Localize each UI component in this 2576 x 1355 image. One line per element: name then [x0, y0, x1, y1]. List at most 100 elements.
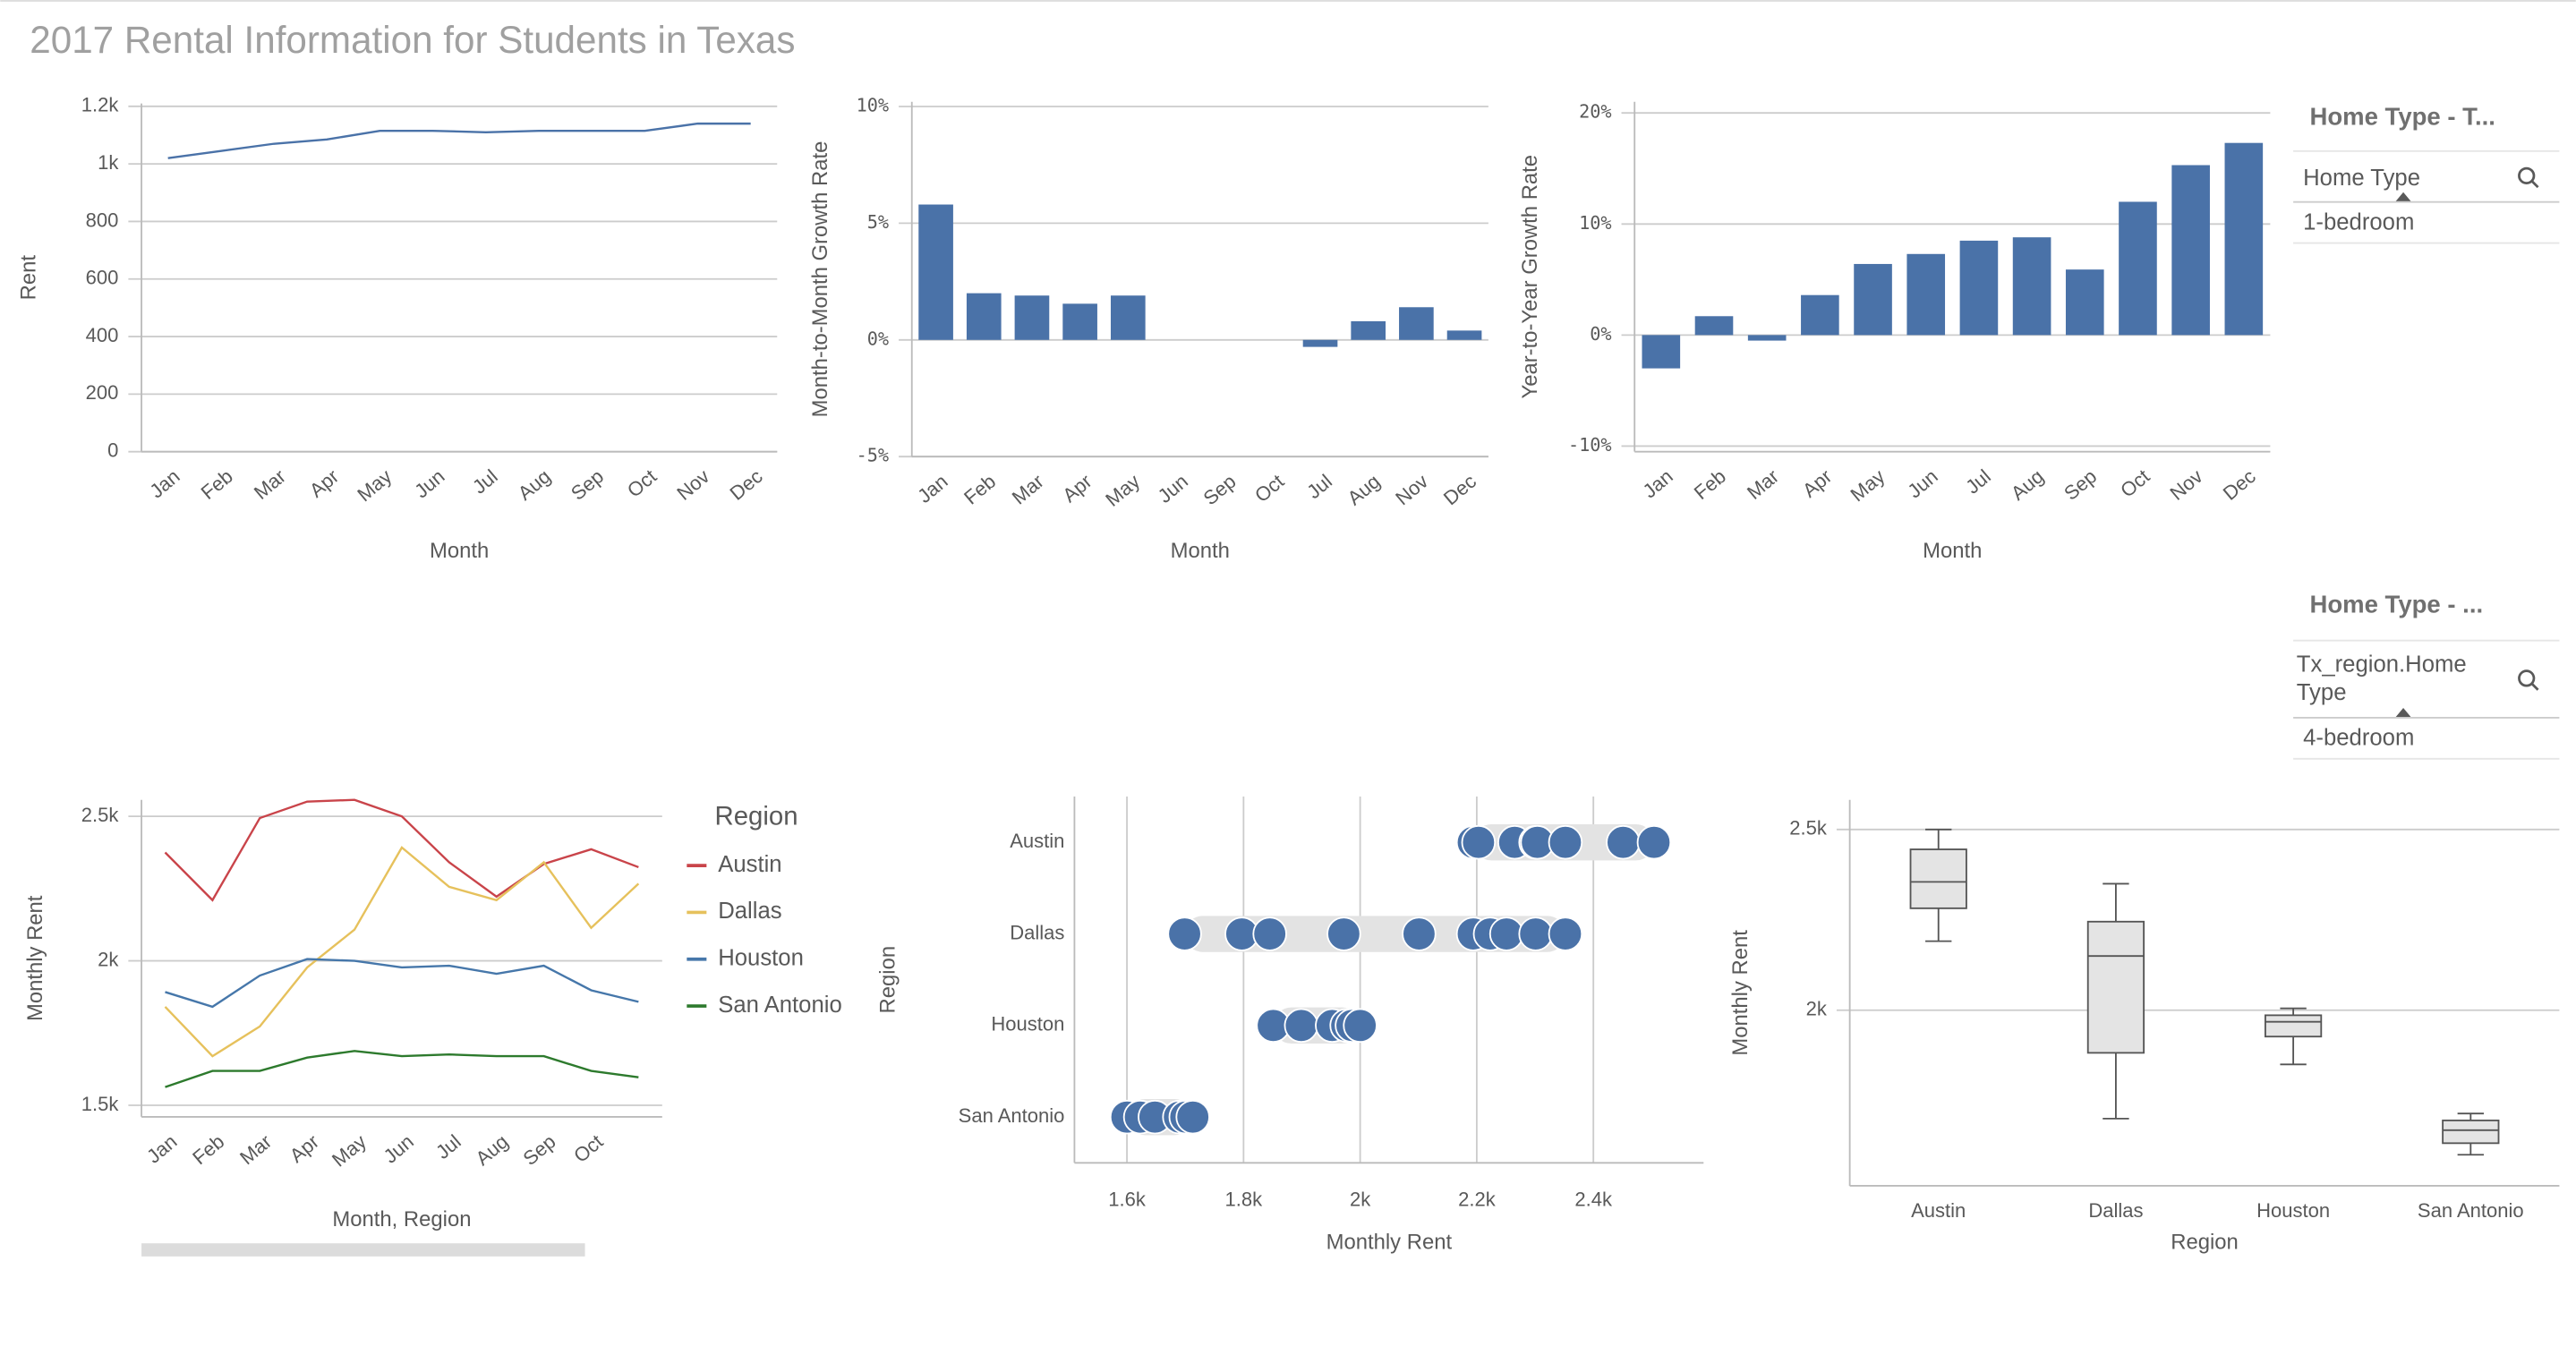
x-tick-label: Feb	[1690, 464, 1730, 504]
y-tick-label: -10%	[1568, 434, 1612, 456]
point	[1518, 916, 1553, 951]
point	[1606, 824, 1641, 860]
search-icon[interactable]	[2518, 166, 2536, 184]
x-tick-label: Jun	[380, 1130, 418, 1168]
x-tick-label: Mar	[250, 464, 290, 504]
y-tick-label: Austin	[1010, 830, 1064, 852]
x-tick-label: Aug	[2007, 464, 2048, 504]
y-axis-title: Monthly Rent	[23, 895, 47, 1021]
x-tick-label: Mar	[1008, 470, 1048, 509]
filter-field[interactable]: Tx_region.Home Type	[2296, 650, 2467, 705]
x-tick-label: Houston	[2256, 1199, 2330, 1222]
x-axis-title: Month	[1923, 539, 1982, 563]
sort-arrow	[2394, 707, 2412, 718]
y-tick-label: 2k	[98, 948, 119, 970]
point	[1167, 916, 1202, 951]
point	[1284, 1008, 1319, 1044]
x-tick-label: Oct	[2116, 464, 2154, 501]
sort-arrow	[2394, 192, 2412, 202]
y-axis-title: Month-to-Month Growth Rate	[808, 141, 832, 418]
x-tick-label: Dallas	[2088, 1199, 2143, 1222]
x-tick-label: Nov	[672, 464, 713, 504]
y-tick-label: 0	[107, 439, 118, 461]
scrollbar[interactable]	[141, 1243, 585, 1257]
y-tick-label: 600	[86, 267, 119, 289]
y-tick-label: 800	[86, 209, 119, 231]
point	[1175, 1099, 1210, 1135]
line	[164, 798, 639, 902]
line	[164, 846, 640, 1058]
x-tick-label: Feb	[197, 464, 237, 504]
filter-value[interactable]: 4-bedroom	[2303, 726, 2414, 751]
y-axis-title: Year-to-Year Growth Rate	[1518, 155, 1542, 399]
bar	[1801, 294, 1839, 336]
bar	[1642, 335, 1681, 369]
x-axis-title: Monthly Rent	[1326, 1231, 1453, 1255]
bar	[1747, 335, 1787, 341]
search-icon[interactable]	[2518, 669, 2536, 687]
x-tick-label: Austin	[1911, 1199, 1966, 1222]
line	[165, 958, 639, 1009]
x-tick-label: Apr	[286, 1130, 323, 1167]
filter-pane[interactable]: Home Type - T... Home Type 1-bedroom	[2293, 102, 2560, 244]
y-tick-label: 2.5k	[81, 804, 120, 826]
filter-value[interactable]: 1-bedroom	[2303, 209, 2414, 234]
bar	[1302, 339, 1338, 347]
y-tick-label: San Antonio	[959, 1104, 1065, 1127]
filter-field-wrap: Tx_region.Home Type	[2296, 650, 2467, 705]
x-tick-label: Oct	[569, 1130, 607, 1167]
x-tick-label: Sep	[518, 1130, 559, 1170]
bar	[2171, 165, 2210, 336]
bar	[1110, 295, 1146, 340]
search-icon-handle	[2530, 682, 2539, 691]
bar	[2012, 237, 2051, 336]
chart: Monthly Rent Region 1.6k 1.8k 2k 2.2k 2.4k Aust…	[875, 797, 1704, 1255]
x-tick-label: Jan	[1639, 464, 1677, 502]
line	[167, 122, 751, 159]
legend-label: San Antonio	[718, 993, 842, 1018]
y-tick-label: 1.2k	[81, 94, 120, 116]
y-axis-title: Region	[875, 946, 900, 1014]
y-axis-title: Rent	[17, 255, 41, 301]
point	[1548, 916, 1583, 951]
search-icon-handle	[2530, 179, 2539, 189]
legend-label: Dallas	[718, 899, 781, 924]
x-tick-label: Jun	[1154, 470, 1192, 507]
y-tick-label: 400	[86, 324, 119, 346]
y-tick-label: 10%	[857, 94, 889, 115]
filter-field[interactable]: Home Type	[2303, 166, 2420, 191]
x-tick-label: Apr	[1798, 464, 1836, 501]
bar	[1959, 240, 1999, 336]
y-tick-label: 20%	[1579, 101, 1611, 123]
bar	[966, 293, 1002, 340]
chart: Month Month-to-Month Growth Rate -5% 0% 5% 10…	[808, 94, 1488, 563]
x-tick-label: Aug	[514, 464, 555, 504]
dashboard-title: 2017 Rental Information for Students in …	[30, 19, 795, 61]
x-tick-label: Jan	[913, 470, 951, 507]
box	[2442, 1119, 2500, 1145]
x-tick-label: 2.4k	[1574, 1188, 1613, 1210]
x-tick-label: Jan	[145, 464, 183, 502]
legend-title: Region	[715, 802, 798, 831]
bar	[1351, 320, 1386, 340]
box	[2086, 920, 2145, 1054]
x-tick-label: 1.8k	[1225, 1188, 1264, 1210]
bar	[2065, 269, 2104, 336]
filter-title: Home Type - ...	[2309, 590, 2483, 618]
filter-pane[interactable]: Home Type - ... Tx_region.Home Type 4-be…	[2293, 590, 2560, 760]
x-tick-label: Apr	[305, 464, 343, 501]
bar	[1694, 316, 1734, 336]
x-tick-label: May	[1847, 464, 1889, 506]
point	[1252, 916, 1287, 951]
x-axis-title: Month	[1171, 539, 1230, 563]
x-tick-label: Sep	[1199, 470, 1241, 509]
x-axis-title: Region	[2171, 1231, 2239, 1255]
y-tick-label: 0%	[867, 328, 889, 349]
x-tick-label: San Antonio	[2418, 1199, 2524, 1222]
x-tick-label: Jul	[1302, 470, 1336, 503]
x-tick-label: Dec	[726, 464, 767, 504]
x-tick-label: Dec	[1439, 470, 1480, 509]
bar	[2119, 201, 2157, 336]
bar	[1014, 295, 1050, 340]
